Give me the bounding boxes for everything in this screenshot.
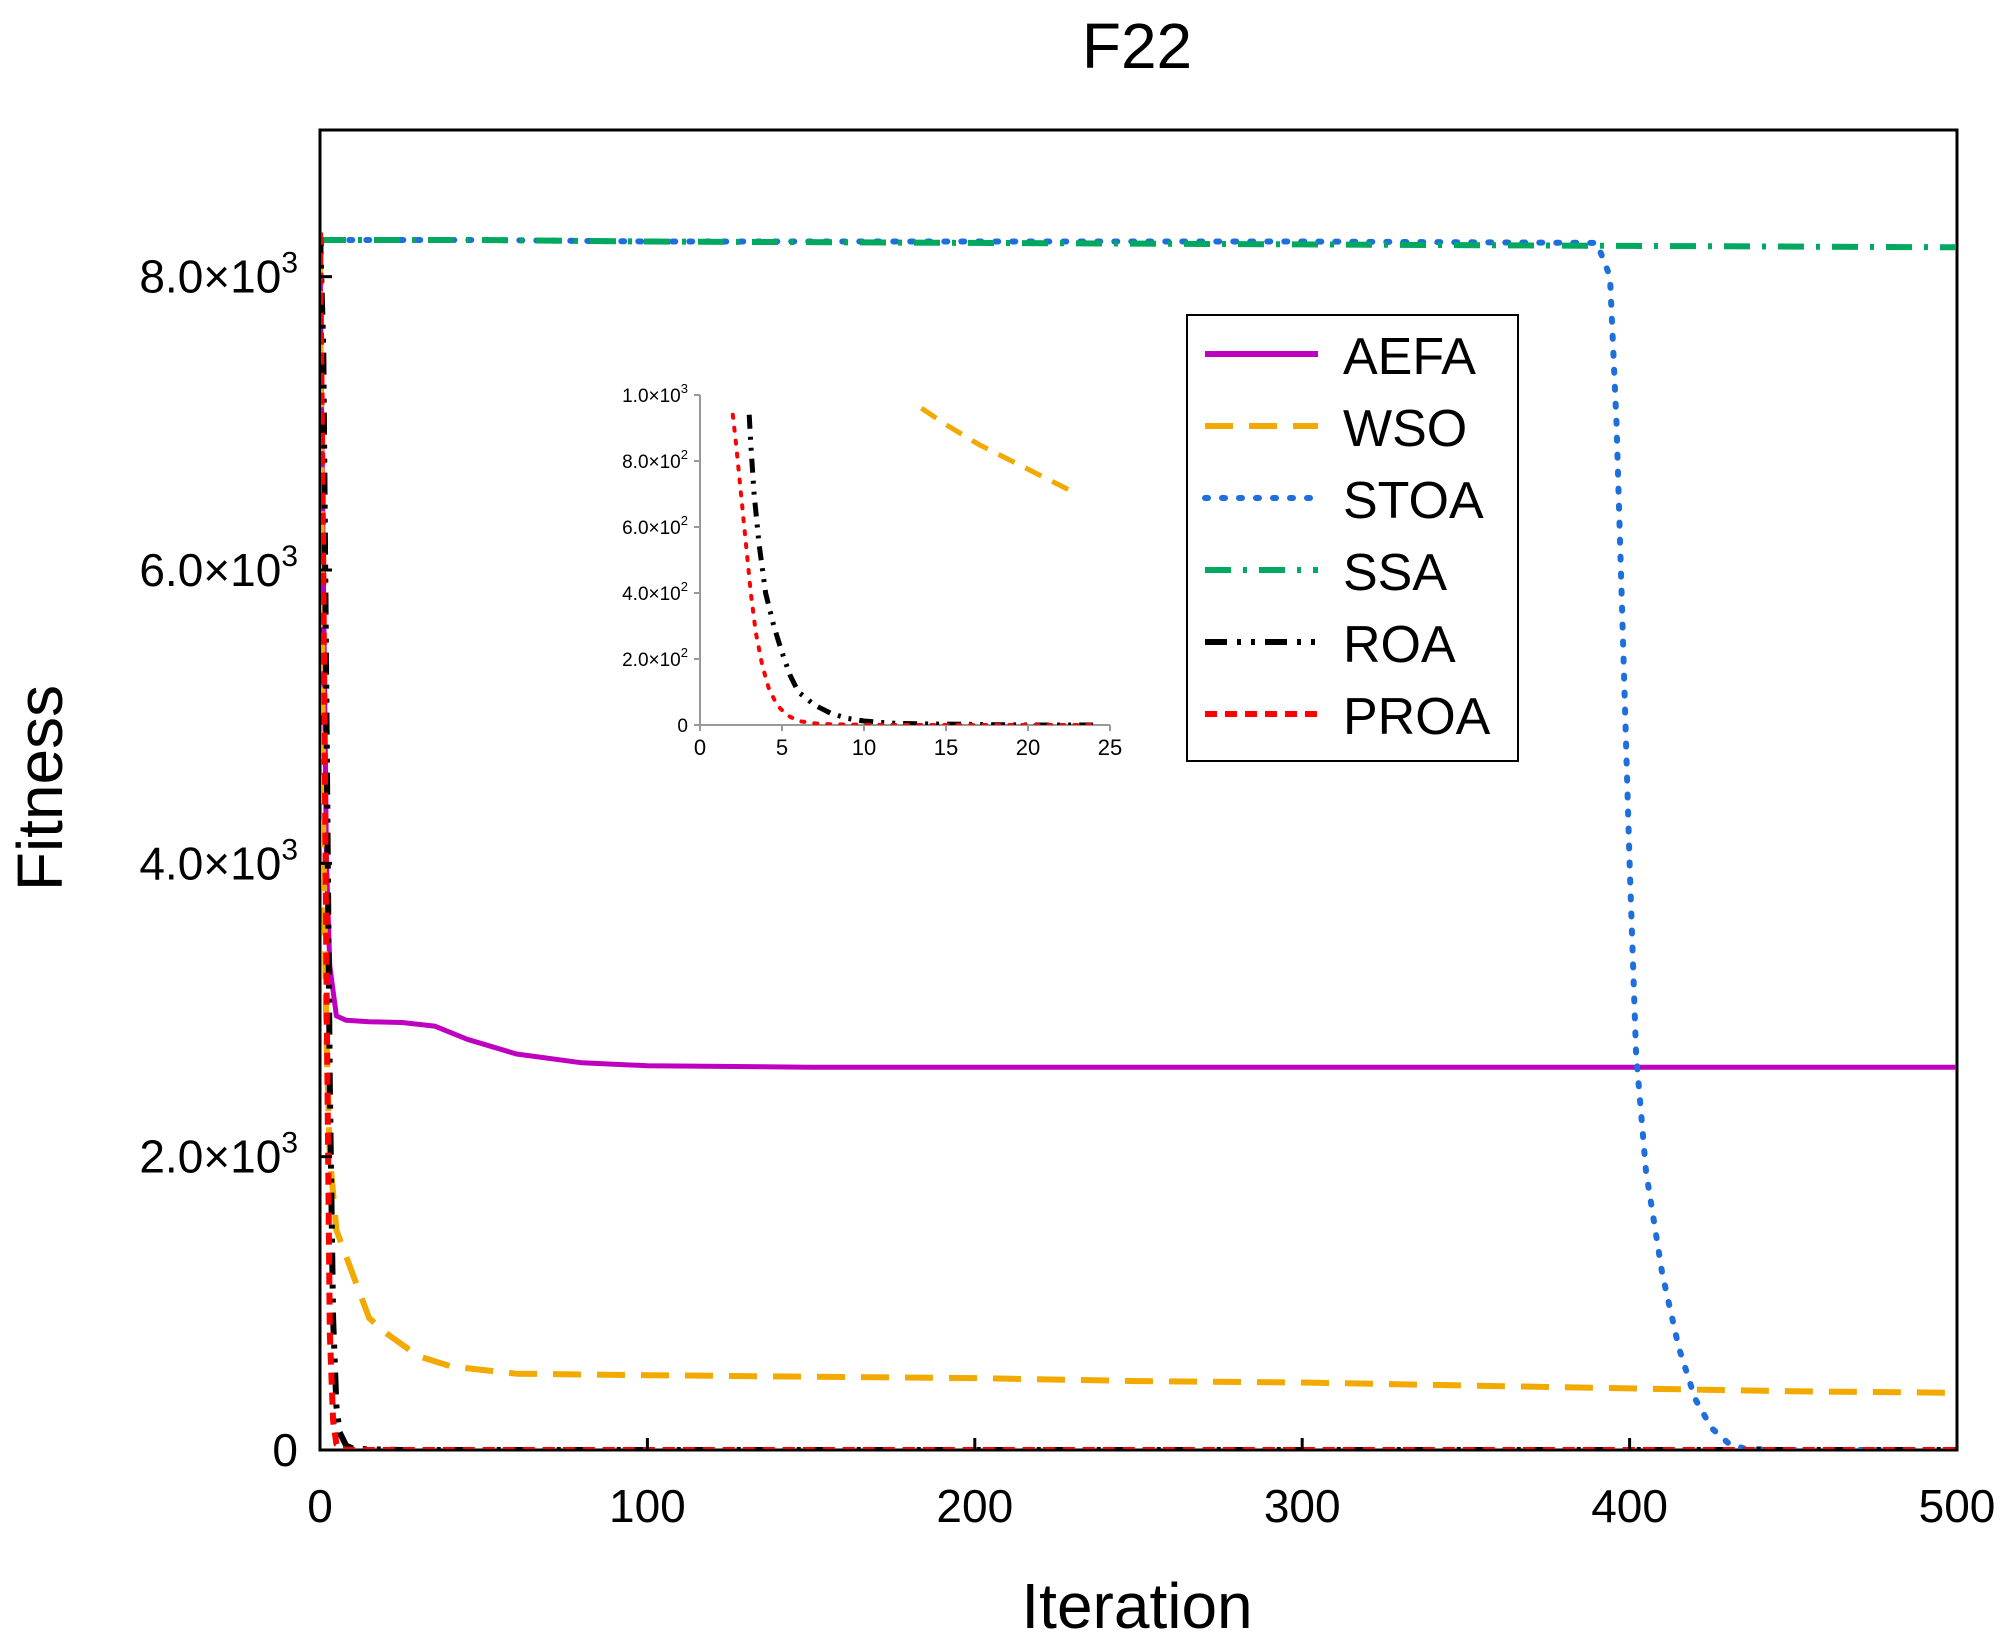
- legend-label-stoa: STOA: [1343, 472, 1484, 530]
- x-tick-label: 400: [1591, 1480, 1668, 1532]
- inset-x-tick-label: 15: [934, 735, 958, 760]
- inset-y-tick-label: 1.0×103: [622, 381, 688, 407]
- legend: AEFA WSO STOA SSA ROA PROA: [1186, 314, 1519, 762]
- series-line-aefa: [321, 247, 1956, 1070]
- inset-series-group: [730, 406, 1096, 725]
- inset-y-axis: 0 2.0×102 4.0×102 6.0×102 8.0×102 1.0×103: [622, 381, 700, 737]
- legend-item-roa: ROA: [1205, 616, 1456, 674]
- inset-y-tick-label: 4.0×102: [622, 579, 688, 605]
- series-line-wso: [321, 247, 1956, 1396]
- legend-label-proa: PROA: [1343, 688, 1491, 746]
- legend-item-stoa: STOA: [1202, 472, 1484, 530]
- y-tick-label: 4.0×103: [139, 833, 298, 889]
- inset-x-tick-label: 20: [1016, 735, 1040, 760]
- x-axis: 0 100 200 300 400 500: [307, 1438, 1995, 1532]
- series-line-stoa: [321, 237, 1956, 1449]
- chart-title: F22: [1082, 10, 1192, 82]
- legend-label-wso: WSO: [1343, 400, 1467, 458]
- x-tick-label: 200: [936, 1480, 1013, 1532]
- legend-item-ssa: SSA: [1205, 544, 1447, 602]
- y-tick-label: 6.0×103: [139, 540, 298, 596]
- inset-plot: 0 5 10 15 20 25 0 2.0×102 4.0×102 6.0×102 8.0×102…: [622, 381, 1122, 760]
- inset-y-tick-label: 2.0×102: [622, 645, 688, 671]
- series-line-proa: [321, 232, 1956, 1449]
- legend-box: [1186, 314, 1519, 762]
- inset-x-tick-label: 25: [1098, 735, 1122, 760]
- inset-x-tick-label: 10: [852, 735, 876, 760]
- series-line-ssa: [321, 237, 1956, 251]
- x-tick-label: 100: [609, 1480, 686, 1532]
- y-axis: 0 2.0×103 4.0×103 6.0×103 8.0×103: [139, 247, 332, 1476]
- inset-x-axis: 0 5 10 15 20 25: [694, 725, 1122, 760]
- y-tick-label: 0: [272, 1424, 298, 1476]
- y-tick-label: 8.0×103: [139, 247, 298, 303]
- legend-item-aefa: AEFA: [1205, 328, 1476, 386]
- inset-y-tick-label: 6.0×102: [622, 513, 688, 539]
- x-tick-label: 0: [307, 1480, 333, 1532]
- plot-frame: [318, 128, 1959, 1452]
- x-tick-label: 300: [1264, 1480, 1341, 1532]
- y-tick-label: 2.0×103: [139, 1127, 298, 1183]
- inset-series-line-proa: [730, 412, 1096, 725]
- legend-item-proa: PROA: [1205, 688, 1491, 746]
- main-series-group: [321, 232, 1956, 1449]
- y-axis-label: Fitness: [4, 685, 76, 891]
- legend-label-ssa: SSA: [1343, 544, 1447, 602]
- inset-y-tick-label: 8.0×102: [622, 447, 688, 473]
- inset-x-tick-label: 5: [776, 735, 788, 760]
- x-axis-label: Iteration: [1021, 1570, 1252, 1642]
- legend-label-roa: ROA: [1343, 616, 1456, 674]
- inset-y-tick-label: 0: [677, 716, 688, 737]
- inset-series-line-roa: [746, 414, 1094, 725]
- legend-item-wso: WSO: [1205, 400, 1467, 458]
- x-tick-label: 500: [1919, 1480, 1996, 1532]
- legend-label-aefa: AEFA: [1343, 328, 1476, 386]
- inset-x-tick-label: 0: [694, 735, 706, 760]
